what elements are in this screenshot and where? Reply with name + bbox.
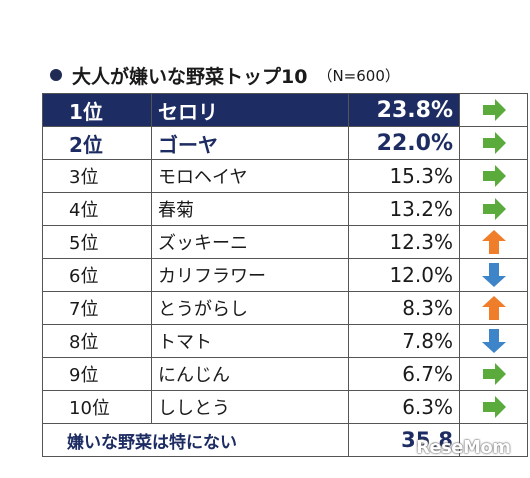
vegetable-name-cell: にんじん [151,357,349,391]
trend-cell [459,390,528,424]
trend-cell [459,93,528,127]
percent-cell: 6.3% [348,390,460,424]
percent-cell: 13.2% [348,192,460,226]
rank-cell: 9位 [42,357,152,391]
table-row: 5位 ズッキーニ 12.3% [42,225,528,259]
arrow-down-icon [481,263,506,287]
vegetable-name-cell: ズッキーニ [151,225,349,259]
footer-value: 35.8 [348,423,460,457]
vegetable-name-cell: ししとう [151,390,349,424]
table-row: 2位 ゴーヤ 22.0% [42,126,528,160]
table-row: 7位 とうがらし 8.3% [42,291,528,325]
arrow-up-icon [481,230,506,254]
trend-cell [459,159,528,193]
trend-cell [459,126,528,160]
percent-cell: 22.0% [348,126,460,160]
table-row: 4位 春菊 13.2% [42,192,528,226]
footer-empty-cell [459,423,528,457]
vegetable-name-cell: モロヘイヤ [151,159,349,193]
chart-title: 大人が嫌いな野菜トップ10 （N=600） [50,62,400,88]
vegetable-name-cell: 春菊 [151,192,349,226]
trend-cell [459,357,528,391]
trend-cell [459,225,528,259]
percent-cell: 8.3% [348,291,460,325]
arrow-right-icon [482,396,506,418]
arrow-down-icon [481,329,506,353]
bullet-icon [50,69,62,81]
rank-cell: 4位 [42,192,152,226]
percent-cell: 12.0% [348,258,460,292]
trend-cell [459,192,528,226]
watermark-logo: ReseMom [416,437,511,458]
title-sample-size: （N=600） [317,66,400,85]
rank-cell: 7位 [42,291,152,325]
percent-cell: 15.3% [348,159,460,193]
arrow-right-icon [482,132,506,154]
vegetable-name-cell: セロリ [151,93,349,127]
table-row: 10位 ししとう 6.3% [42,390,528,424]
trend-cell [459,258,528,292]
vegetable-name-cell: ゴーヤ [151,126,349,160]
rank-cell: 2位 [42,126,152,160]
rank-cell: 10位 [42,390,152,424]
title-main: 大人が嫌いな野菜トップ10 [72,65,308,88]
ranking-table: 1位 セロリ 23.8% 2位 ゴーヤ 22.0% 3位 モロヘイヤ 15.3% 4位 春菊 13.2… [42,93,528,457]
percent-cell: 6.7% [348,357,460,391]
arrow-right-icon [482,198,506,220]
table-row: 3位 モロヘイヤ 15.3% [42,159,528,193]
vegetable-name-cell: とうがらし [151,291,349,325]
vegetable-name-cell: トマト [151,324,349,358]
table-row: 6位 カリフラワー 12.0% [42,258,528,292]
table-row: 9位 にんじん 6.7% [42,357,528,391]
rank-cell: 8位 [42,324,152,358]
arrow-right-icon [482,165,506,187]
footer-label: 嫌いな野菜は特にない [42,423,349,457]
table-row: 1位 セロリ 23.8% [42,93,528,127]
table-row: 8位 トマト 7.8% [42,324,528,358]
trend-cell [459,324,528,358]
rank-cell: 6位 [42,258,152,292]
percent-cell: 23.8% [348,93,460,127]
arrow-right-icon [482,363,506,385]
arrow-right-icon [482,99,506,121]
rank-cell: 3位 [42,159,152,193]
footer-row: 嫌いな野菜は特にない 35.8 [42,423,528,457]
rank-cell: 1位 [42,93,152,127]
percent-cell: 12.3% [348,225,460,259]
arrow-up-icon [481,296,506,320]
percent-cell: 7.8% [348,324,460,358]
trend-cell [459,291,528,325]
rank-cell: 5位 [42,225,152,259]
vegetable-name-cell: カリフラワー [151,258,349,292]
